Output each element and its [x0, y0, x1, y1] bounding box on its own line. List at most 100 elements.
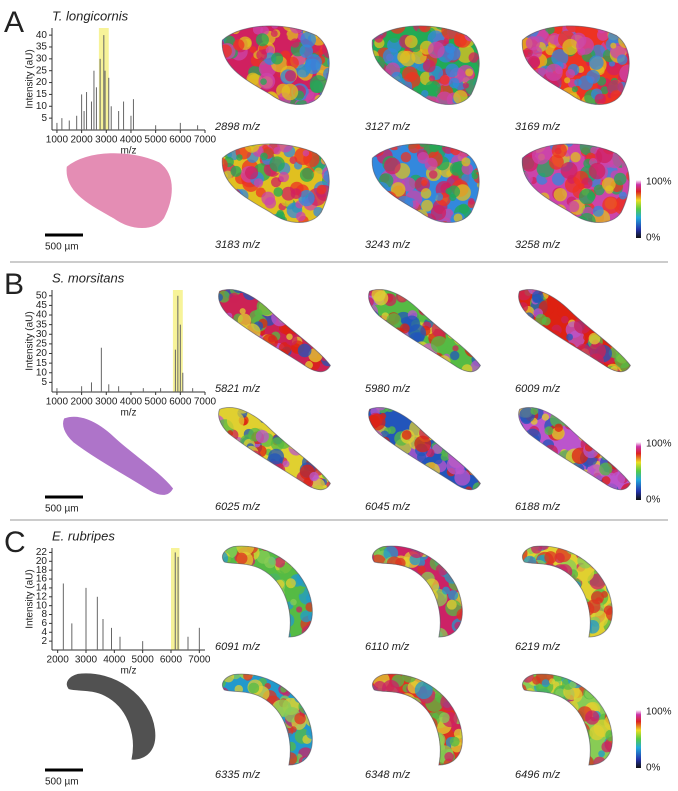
msi-pixel: [465, 68, 474, 77]
msi-pixel: [546, 699, 556, 709]
msi-pixel: [368, 413, 386, 431]
msi-pixel: [522, 88, 526, 105]
msi-pixel: [224, 184, 231, 191]
msi-pixel: [540, 603, 558, 621]
msi-pixel: [613, 407, 626, 417]
msi-pixel: [267, 604, 275, 612]
msi-pixel: [301, 549, 312, 559]
msi-pixel: [260, 364, 267, 372]
msi-pixel: [246, 346, 255, 355]
msi-pixel: [420, 718, 428, 726]
msi-pixel: [225, 197, 241, 213]
msi-pixel: [386, 313, 402, 328]
msi-pixel: [551, 592, 558, 599]
msi-pixel: [329, 325, 331, 336]
msi-pixel: [281, 546, 298, 551]
msi-pixel: [316, 547, 323, 554]
msi-pixel: [418, 303, 431, 316]
msi-pixel: [245, 166, 259, 180]
y-tick-label: 45: [36, 300, 48, 311]
y-tick-label: 8: [41, 609, 47, 620]
msi-pixel: [372, 482, 388, 490]
msi-pixel: [599, 143, 618, 150]
msi-pixel: [322, 736, 335, 749]
msi-pixel: [527, 199, 537, 209]
msi-pixel: [572, 303, 581, 312]
msi-pixel: [328, 720, 339, 731]
msi-image: [222, 546, 331, 638]
msi-pixel: [623, 596, 629, 602]
msi-pixel: [536, 721, 546, 731]
msi-outline: [371, 673, 463, 766]
msi-pixel: [320, 612, 331, 623]
msi-pixel: [372, 738, 375, 748]
msi-pixel: [578, 471, 586, 478]
y-tick-label: 15: [36, 89, 48, 100]
msi-pixel: [458, 705, 463, 719]
msi-pixel: [243, 695, 261, 713]
msi-pixel: [401, 753, 412, 765]
msi-pixel: [472, 590, 486, 604]
msi-pixel: [450, 553, 458, 561]
msi-pixel: [615, 681, 624, 690]
msi-pixel: [470, 596, 484, 610]
msi-pixel: [287, 308, 295, 315]
msi-pixel: [414, 743, 432, 761]
msi-pixel: [312, 408, 326, 422]
msi-pixel: [447, 419, 466, 438]
msi-pixel: [218, 358, 222, 371]
msi-pixel: [314, 409, 331, 426]
msi-pixel: [218, 328, 223, 342]
msi-pixel: [609, 312, 625, 328]
msi-pixel: [477, 426, 481, 438]
msi-pixel: [471, 713, 482, 724]
msi-pixel: [571, 86, 578, 93]
msi-pixel: [267, 352, 284, 369]
msi-pixel: [222, 676, 226, 689]
msi-pixel: [264, 227, 274, 237]
msi-pixel: [568, 593, 578, 603]
msi-pixel: [603, 694, 613, 711]
msi-pixel: [288, 106, 294, 112]
msi-pixel: [465, 407, 480, 415]
msi-pixel: [390, 740, 403, 753]
msi-pixel: [573, 407, 589, 418]
msi-outline: [221, 673, 313, 766]
msi-pixel: [616, 289, 627, 294]
msi-pixel: [249, 612, 263, 625]
x-tick-label: 6000: [169, 397, 192, 408]
x-tick-label: 5000: [145, 397, 168, 408]
msi-pixel: [430, 112, 437, 119]
msi-pixel: [286, 333, 293, 341]
msi-pixel: [621, 575, 630, 584]
msi-pixel: [435, 409, 444, 417]
msi-pixel: [218, 334, 231, 350]
msi-pixel: [462, 715, 475, 728]
msi-pixel: [304, 709, 313, 727]
msi-pixel: [456, 25, 474, 33]
msi-pixel: [247, 578, 260, 592]
msi-pixel: [602, 690, 609, 697]
y-tick-label: 40: [36, 30, 48, 41]
msi-pixel: [627, 407, 631, 413]
msi-pixel: [413, 628, 429, 638]
msi-pixel: [237, 95, 253, 105]
msi-pixel: [260, 78, 267, 86]
y-tick-label: 30: [36, 329, 48, 340]
msi-pixel: [266, 546, 281, 552]
msi-pixel: [568, 200, 580, 213]
msi-pixel: [266, 741, 280, 755]
msi-pixel: [241, 598, 259, 616]
msi-pixel: [439, 431, 449, 440]
msi-pixel: [538, 192, 550, 204]
msi-pixel: [222, 586, 228, 595]
msi-pixel: [588, 342, 606, 360]
msi-pixel: [522, 191, 528, 199]
msi-pixel: [239, 452, 250, 462]
msi-outline: [521, 673, 613, 766]
msi-pixel: [298, 105, 311, 118]
msi-pixel: [605, 414, 623, 432]
msi-pixel: [248, 363, 266, 372]
msi-pixel: [271, 52, 284, 65]
